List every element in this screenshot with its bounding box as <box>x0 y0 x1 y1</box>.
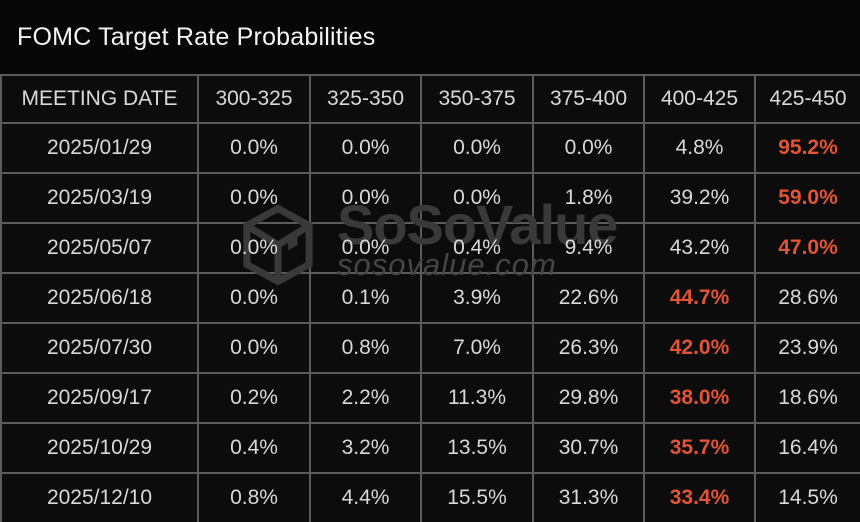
table-row: 2025/12/10 0.8% 4.4% 15.5% 31.3% 33.4% 1… <box>0 472 860 522</box>
probability-cell: 0.0% <box>197 122 311 174</box>
probability-cell: 23.9% <box>754 322 860 374</box>
probability-cell: 1.8% <box>532 172 645 224</box>
probability-cell: 0.8% <box>197 472 311 522</box>
table-row: 2025/06/18 0.0% 0.1% 3.9% 22.6% 44.7% 28… <box>0 272 860 324</box>
probability-cell: 30.7% <box>532 422 645 474</box>
column-header-375-400: 375-400 <box>532 74 645 124</box>
probability-cell: 0.0% <box>309 172 422 224</box>
probability-cell: 0.0% <box>197 172 311 224</box>
probability-cell: 95.2% <box>754 122 860 174</box>
probability-cell: 0.0% <box>309 222 422 274</box>
probability-cell: 0.1% <box>309 272 422 324</box>
probability-cell: 0.0% <box>420 172 534 224</box>
probability-cell: 0.0% <box>420 122 534 174</box>
column-header-425-450: 425-450 <box>754 74 860 124</box>
probability-cell: 0.0% <box>532 122 645 174</box>
probability-cell: 47.0% <box>754 222 860 274</box>
probability-cell: 18.6% <box>754 372 860 424</box>
table-row: 2025/07/30 0.0% 0.8% 7.0% 26.3% 42.0% 23… <box>0 322 860 374</box>
column-header-meeting-date: MEETING DATE <box>0 74 199 124</box>
column-header-350-375: 350-375 <box>420 74 534 124</box>
probability-cell: 16.4% <box>754 422 860 474</box>
probability-cell: 0.0% <box>197 272 311 324</box>
probability-cell: 0.0% <box>197 322 311 374</box>
probability-cell: 2.2% <box>309 372 422 424</box>
probability-cell: 3.9% <box>420 272 534 324</box>
table-row: 2025/09/17 0.2% 2.2% 11.3% 29.8% 38.0% 1… <box>0 372 860 424</box>
column-header-300-325: 300-325 <box>197 74 311 124</box>
probability-cell: 28.6% <box>754 272 860 324</box>
probability-cell: 7.0% <box>420 322 534 374</box>
meeting-date-cell: 2025/05/07 <box>0 222 199 274</box>
probability-cell: 44.7% <box>643 272 756 324</box>
probability-cell: 43.2% <box>643 222 756 274</box>
probability-cell: 59.0% <box>754 172 860 224</box>
column-header-400-425: 400-425 <box>643 74 756 124</box>
header-row: MEETING DATE 300-325 325-350 350-375 375… <box>0 74 860 124</box>
probability-cell: 35.7% <box>643 422 756 474</box>
probability-cell: 3.2% <box>309 422 422 474</box>
probability-cell: 31.3% <box>532 472 645 522</box>
probability-cell: 38.0% <box>643 372 756 424</box>
probability-cell: 42.0% <box>643 322 756 374</box>
meeting-date-cell: 2025/01/29 <box>0 122 199 174</box>
meeting-date-cell: 2025/07/30 <box>0 322 199 374</box>
probability-cell: 13.5% <box>420 422 534 474</box>
meeting-date-cell: 2025/12/10 <box>0 472 199 522</box>
probability-cell: 4.8% <box>643 122 756 174</box>
probability-cell: 26.3% <box>532 322 645 374</box>
probability-cell: 14.5% <box>754 472 860 522</box>
probability-cell: 9.4% <box>532 222 645 274</box>
title-bar: FOMC Target Rate Probabilities <box>0 0 860 74</box>
column-header-325-350: 325-350 <box>309 74 422 124</box>
table-row: 2025/01/29 0.0% 0.0% 0.0% 0.0% 4.8% 95.2… <box>0 122 860 174</box>
probability-cell: 29.8% <box>532 372 645 424</box>
probability-cell: 39.2% <box>643 172 756 224</box>
probability-cell: 0.8% <box>309 322 422 374</box>
meeting-date-cell: 2025/03/19 <box>0 172 199 224</box>
table-row: 2025/10/29 0.4% 3.2% 13.5% 30.7% 35.7% 1… <box>0 422 860 474</box>
probability-cell: 0.4% <box>420 222 534 274</box>
probability-cell: 0.0% <box>197 222 311 274</box>
meeting-date-cell: 2025/06/18 <box>0 272 199 324</box>
probability-cell: 0.2% <box>197 372 311 424</box>
probability-cell: 33.4% <box>643 472 756 522</box>
probability-cell: 15.5% <box>420 472 534 522</box>
table-row: 2025/05/07 0.0% 0.0% 0.4% 9.4% 43.2% 47.… <box>0 222 860 274</box>
probability-cell: 22.6% <box>532 272 645 324</box>
page-title: FOMC Target Rate Probabilities <box>17 22 376 51</box>
probability-table: MEETING DATE 300-325 325-350 350-375 375… <box>0 74 860 522</box>
probability-cell: 11.3% <box>420 372 534 424</box>
meeting-date-cell: 2025/09/17 <box>0 372 199 424</box>
probability-cell: 4.4% <box>309 472 422 522</box>
table-row: 2025/03/19 0.0% 0.0% 0.0% 1.8% 39.2% 59.… <box>0 172 860 224</box>
probability-cell: 0.4% <box>197 422 311 474</box>
probability-cell: 0.0% <box>309 122 422 174</box>
meeting-date-cell: 2025/10/29 <box>0 422 199 474</box>
